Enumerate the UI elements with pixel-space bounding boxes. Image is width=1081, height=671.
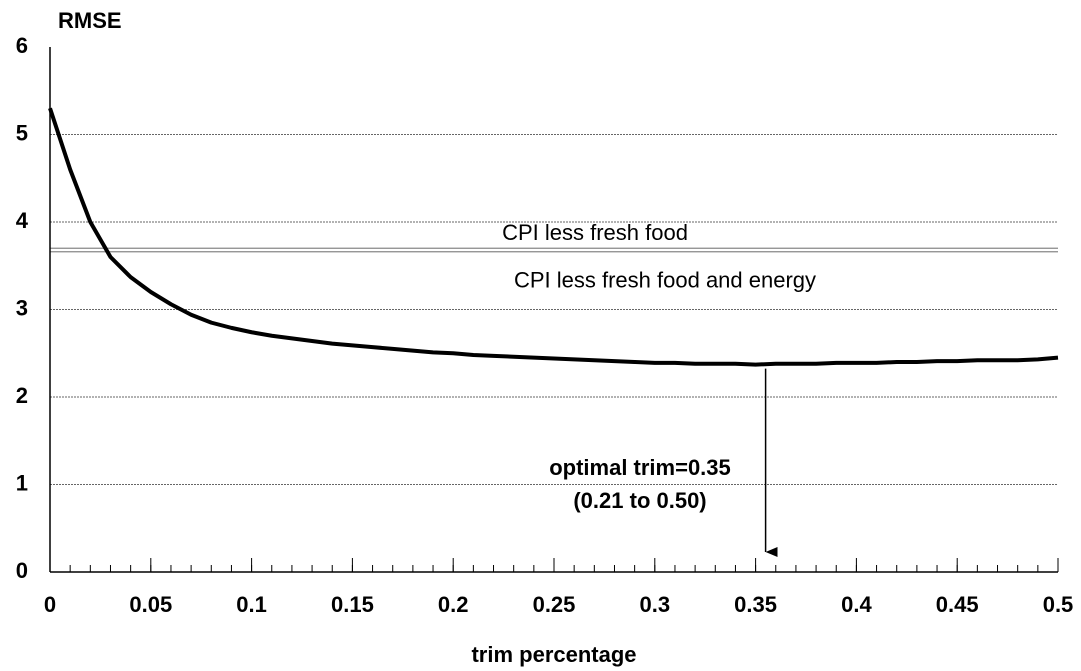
x-tick-label: 0.1 [236,592,267,617]
annotation: optimal trim=0.35 [549,455,731,480]
y-tick-label: 2 [16,383,28,408]
x-tick-label: 0.2 [438,592,469,617]
data-line [48,107,1059,367]
x-tick-label: 0.15 [331,592,374,617]
x-tick-label: 0.05 [129,592,172,617]
x-tick-label: 0 [44,592,56,617]
y-tick-label: 1 [16,470,28,495]
y-tick-label: 0 [16,558,28,583]
x-tick-label: 0.35 [734,592,777,617]
x-tick-label: 0.4 [841,592,872,617]
y-tick-label: 4 [16,208,29,233]
x-tick-label: 0.3 [640,592,671,617]
x-tick-label: 0.45 [936,592,979,617]
y-tick-label: 6 [16,33,28,58]
x-tick-label: 0.5 [1043,592,1074,617]
x-tick-label: 0.25 [533,592,576,617]
reference-label: CPI less fresh food [502,220,688,245]
reference-label: CPI less fresh food and energy [514,268,816,293]
annotation: (0.21 to 0.50) [573,488,706,513]
y-axis-title: RMSE [58,8,122,33]
y-tick-label: 5 [16,120,28,145]
x-axis-title: trim percentage [471,642,636,667]
y-tick-label: 3 [16,295,28,320]
